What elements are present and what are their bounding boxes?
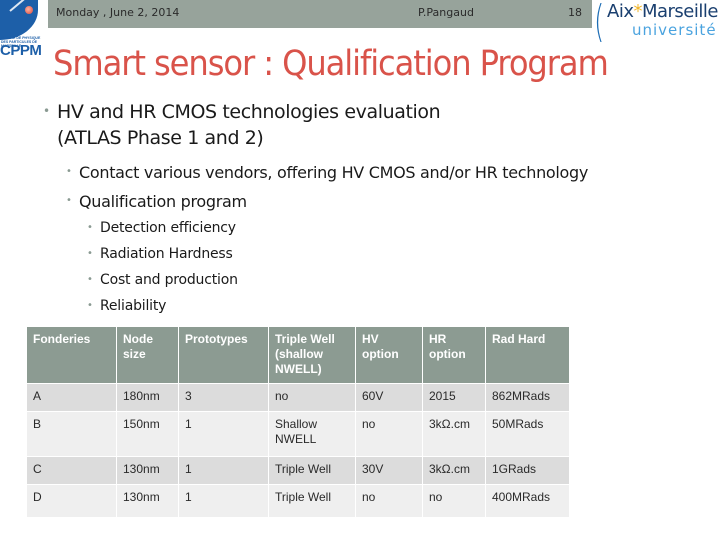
table-cell: A: [26, 383, 117, 412]
column-header-prototypes: Prototypes: [178, 326, 269, 384]
column-header-node-size: Node size: [116, 326, 179, 384]
bullet-dot-icon: •: [87, 274, 93, 285]
bullet-item: • Cost and production: [87, 272, 238, 288]
table-cell: 2015: [422, 383, 486, 412]
table-cell: 3kΩ.cm: [422, 411, 486, 457]
bullet-dot-icon: •: [66, 166, 72, 177]
bullet-text: Cost and production: [100, 272, 238, 288]
header-author: P.Pangaud: [418, 6, 474, 19]
table-cell: no: [355, 411, 423, 457]
table-row: B 150nm 1 Shallow NWELL no 3kΩ.cm 50MRad…: [26, 411, 570, 457]
table-row: D 130nm 1 Triple Well no no 400MRads: [26, 484, 570, 518]
table-header-row: Fonderies Node size Prototypes Triple We…: [26, 326, 570, 384]
column-header-hr-option: HR option: [422, 326, 486, 384]
table-cell: 3kΩ.cm: [422, 456, 486, 485]
column-header-rad-hard: Rad Hard: [485, 326, 570, 384]
table-cell: 30V: [355, 456, 423, 485]
amu-paren-icon: (: [594, 0, 605, 47]
table-cell: 1: [178, 456, 269, 485]
bullet-dot-icon: •: [87, 222, 93, 233]
slide-title: Smart sensor : Qualification Program: [53, 44, 609, 84]
table-cell: 180nm: [116, 383, 179, 412]
table-cell: 50MRads: [485, 411, 570, 457]
aix-marseille-logo: ( Aix*Marseille université: [594, 0, 720, 47]
cppm-name: CPPM: [0, 42, 42, 59]
slide-header-bar: Monday , June 2, 2014 P.Pangaud 18: [48, 0, 592, 28]
table-cell: 3: [178, 383, 269, 412]
table-cell: 1: [178, 484, 269, 518]
bullet-item: • Qualification program: [66, 192, 247, 211]
bullet-item-continuation: (ATLAS Phase 1 and 2): [57, 127, 264, 149]
table-cell: Shallow NWELL: [268, 411, 356, 457]
bullet-text: Qualification program: [79, 192, 247, 211]
bullet-dot-icon: •: [66, 195, 72, 206]
cppm-particle-icon: [25, 6, 33, 14]
column-header-triple-well: Triple Well (shallow NWELL): [268, 326, 356, 384]
table-row: A 180nm 3 no 60V 2015 862MRads: [26, 383, 570, 412]
foundries-comparison-table: Fonderies Node size Prototypes Triple We…: [26, 326, 570, 518]
bullet-text: (ATLAS Phase 1 and 2): [57, 127, 264, 149]
bullet-item: • Reliability: [87, 298, 167, 314]
header-date: Monday , June 2, 2014: [56, 6, 180, 19]
table-cell: 400MRads: [485, 484, 570, 518]
bullet-item: • Detection efficiency: [87, 220, 236, 236]
table-cell: D: [26, 484, 117, 518]
bullet-text: Reliability: [100, 298, 167, 314]
amu-name-marseille: Marseille: [641, 1, 719, 22]
table-cell: B: [26, 411, 117, 457]
bullet-item: • HV and HR CMOS technologies evaluation: [43, 101, 441, 123]
bullet-text: Radiation Hardness: [100, 246, 233, 262]
bullet-dot-icon: •: [87, 300, 93, 311]
bullet-dot-icon: •: [43, 104, 50, 118]
bullet-dot-icon: •: [87, 248, 93, 259]
cppm-badge-icon: [0, 0, 38, 40]
table-cell: 60V: [355, 383, 423, 412]
table-cell: Triple Well: [268, 456, 356, 485]
table-cell: C: [26, 456, 117, 485]
cppm-small-text: CENTRE DE PHYSIQUE DES PARTICULES DE MAR…: [1, 36, 41, 48]
bullet-item: • Radiation Hardness: [87, 246, 233, 262]
amu-name: Aix*Marseille: [607, 1, 718, 22]
table-cell: no: [422, 484, 486, 518]
table-cell: 1GRads: [485, 456, 570, 485]
table-cell: Triple Well: [268, 484, 356, 518]
table-cell: 130nm: [116, 484, 179, 518]
table-cell: no: [355, 484, 423, 518]
table-cell: 1: [178, 411, 269, 457]
column-header-fonderies: Fonderies: [26, 326, 117, 384]
header-page-number: 18: [568, 6, 582, 19]
amu-star-icon: *: [633, 1, 642, 22]
table-cell: 150nm: [116, 411, 179, 457]
table-cell: no: [268, 383, 356, 412]
cppm-logo: CENTRE DE PHYSIQUE DES PARTICULES DE MAR…: [0, 0, 48, 59]
bullet-text: Contact various vendors, offering HV CMO…: [79, 163, 589, 182]
table-cell: 862MRads: [485, 383, 570, 412]
table-row: C 130nm 1 Triple Well 30V 3kΩ.cm 1GRads: [26, 456, 570, 485]
table-cell: 130nm: [116, 456, 179, 485]
bullet-item: • Contact various vendors, offering HV C…: [66, 163, 589, 182]
bullet-text: HV and HR CMOS technologies evaluation: [57, 101, 441, 123]
amu-subtitle: université: [632, 21, 717, 39]
column-header-hv-option: HV option: [355, 326, 423, 384]
bullet-text: Detection efficiency: [100, 220, 236, 236]
amu-name-aix: Aix: [607, 1, 634, 22]
